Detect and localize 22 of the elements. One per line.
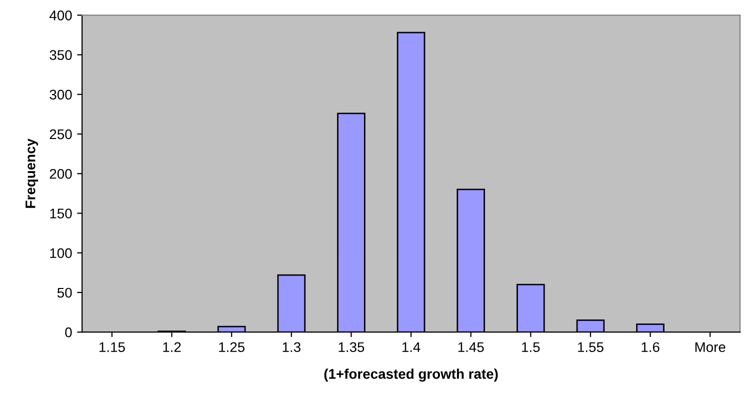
x-tick-label: 1.2 [163, 342, 181, 352]
y-axis-title: Frequency [26, 138, 38, 208]
x-tick-label: 1.15 [100, 342, 125, 352]
y-tick-label: 150 [50, 208, 72, 218]
x-tick-label: More [695, 342, 726, 352]
x-tick-label: 1.6 [642, 342, 660, 352]
x-tick-label: 1.3 [282, 342, 300, 352]
x-tick-label: 1.35 [338, 342, 364, 352]
y-tick-label: 0 [65, 327, 72, 338]
x-axis-title: (1+forecasted growth rate) [324, 368, 498, 382]
y-tick-label: 200 [50, 168, 72, 179]
x-tick-label: 1.25 [219, 342, 245, 352]
y-tick-label: 400 [49, 10, 72, 20]
y-tick-label: 100 [50, 248, 72, 258]
y-tick-label: 50 [57, 288, 72, 298]
x-tick-label: 1.5 [522, 342, 540, 352]
x-tick-label: 1.55 [578, 342, 604, 352]
y-tick-label: 350 [50, 50, 72, 60]
y-tick-label: 250 [50, 129, 72, 140]
y-tick-label: 300 [50, 90, 72, 100]
x-tick-label: 1.45 [458, 342, 484, 352]
x-tick-label: 1.4 [402, 342, 420, 352]
